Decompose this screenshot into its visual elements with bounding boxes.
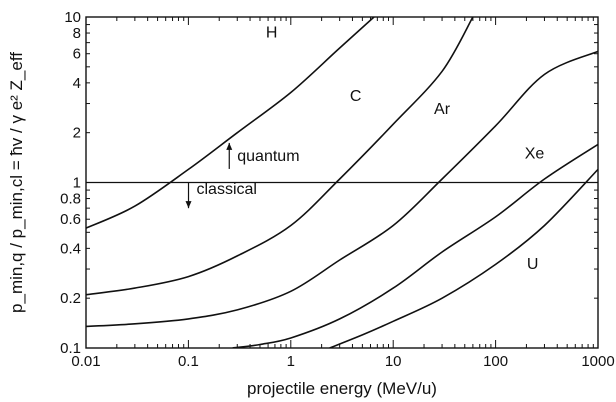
annotation-layer: quantum classical [185, 142, 300, 209]
y-tick-label: 0.2 [60, 290, 81, 307]
series-label-ar: Ar [434, 101, 451, 118]
y-tick-label: 8 [73, 25, 81, 42]
series-line-h [86, 17, 375, 229]
series-layer: H C Ar Xe U [86, 17, 598, 348]
x-tick-label: 100 [483, 353, 508, 370]
y-tick-label: 2 [73, 125, 81, 142]
series-line-ar [86, 50, 598, 328]
series-label-xe: Xe [525, 145, 545, 162]
series-line-c [86, 17, 474, 296]
x-tick-label: 10 [385, 353, 402, 370]
x-tick-label: 0.1 [178, 353, 199, 370]
series-line-u [329, 168, 598, 348]
y-tick-label: 0.6 [60, 211, 81, 228]
y-tick-label: 1 [73, 175, 81, 192]
plot-frame [85, 16, 599, 349]
x-tick-label: 1 [287, 353, 295, 370]
x-tick-label: 0.01 [71, 353, 100, 370]
annotation-quantum: quantum [237, 148, 299, 165]
y-tick-label: 0.1 [60, 340, 81, 357]
annotation-arrowhead-quantum [226, 142, 233, 150]
series-label-h: H [266, 25, 278, 42]
y-axis-title: p_min,q / p_min,cl = ħv / γ e² Z_eff [7, 52, 26, 313]
x-axis-title: projectile energy (MeV/u) [247, 379, 437, 398]
y-tick-label: 0.8 [60, 191, 81, 208]
y-tick-label: 4 [73, 75, 81, 92]
y-tick-label: 0.4 [60, 240, 81, 257]
axis-ticks [85, 17, 598, 349]
series-line-xe [232, 143, 598, 348]
series-label-u: U [527, 256, 539, 273]
series-label-c: C [350, 88, 362, 105]
y-tick-label: 10 [64, 9, 81, 26]
annotation-classical: classical [197, 181, 257, 198]
y-tick-label: 6 [73, 46, 81, 63]
x-tick-label: 1000 [581, 353, 614, 370]
annotation-arrowhead-classical [185, 201, 192, 209]
